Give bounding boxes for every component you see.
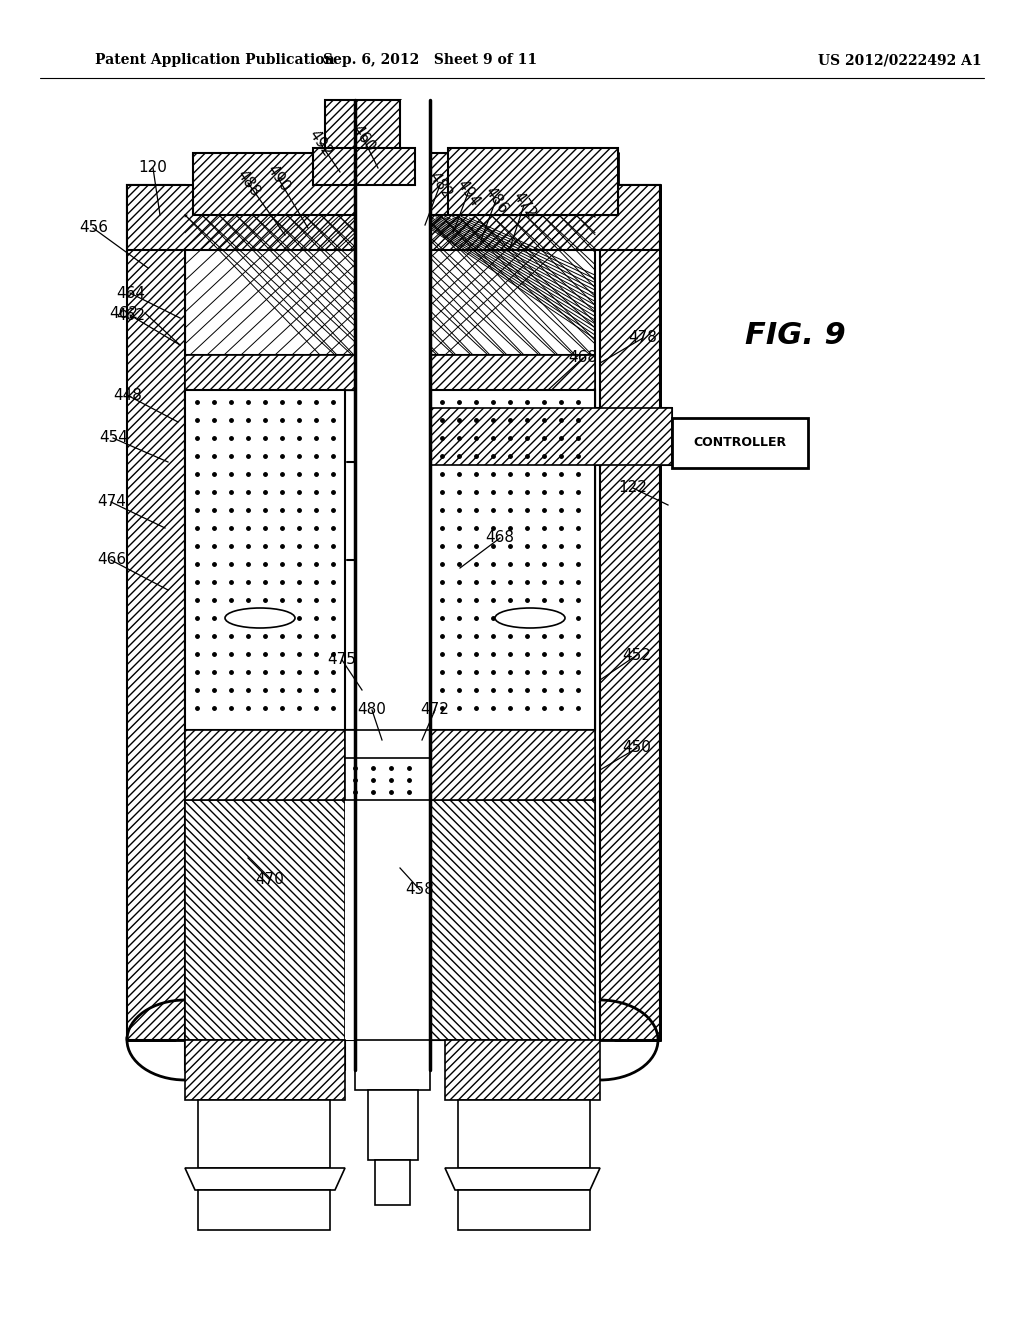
Text: 472: 472 bbox=[510, 189, 539, 222]
Text: 474: 474 bbox=[97, 495, 126, 510]
Bar bbox=[458, 1191, 590, 1230]
Text: 466: 466 bbox=[97, 553, 126, 568]
Bar bbox=[368, 1090, 418, 1160]
Bar bbox=[355, 100, 430, 1071]
Polygon shape bbox=[445, 1168, 600, 1191]
Bar bbox=[185, 355, 595, 389]
Polygon shape bbox=[185, 1168, 345, 1191]
Text: 492: 492 bbox=[305, 127, 335, 160]
Bar bbox=[325, 100, 400, 153]
Bar bbox=[193, 153, 618, 215]
Bar bbox=[449, 148, 618, 215]
Text: 494: 494 bbox=[454, 177, 482, 209]
Bar bbox=[127, 185, 660, 249]
Ellipse shape bbox=[225, 609, 295, 628]
Bar bbox=[185, 215, 595, 355]
Bar bbox=[185, 389, 345, 730]
Bar bbox=[600, 185, 660, 1040]
Text: US 2012/0222492 A1: US 2012/0222492 A1 bbox=[818, 53, 982, 67]
Text: 462: 462 bbox=[116, 308, 145, 322]
Text: 462: 462 bbox=[109, 305, 138, 321]
Bar bbox=[198, 1191, 330, 1230]
Bar bbox=[430, 730, 595, 800]
Bar bbox=[127, 185, 185, 1040]
Bar bbox=[430, 800, 595, 1040]
Text: 468: 468 bbox=[485, 531, 514, 545]
Text: Patent Application Publication: Patent Application Publication bbox=[95, 53, 335, 67]
Bar bbox=[445, 1040, 600, 1100]
Text: 450: 450 bbox=[622, 741, 651, 755]
Text: 472: 472 bbox=[421, 702, 450, 718]
Bar bbox=[185, 730, 345, 800]
Bar bbox=[458, 1100, 590, 1168]
Text: 464: 464 bbox=[116, 285, 145, 301]
Text: 482: 482 bbox=[426, 169, 455, 201]
Text: 452: 452 bbox=[622, 648, 651, 663]
Text: 468: 468 bbox=[568, 351, 597, 366]
Text: 478: 478 bbox=[628, 330, 656, 346]
Text: 120: 120 bbox=[138, 161, 167, 176]
Text: 490: 490 bbox=[263, 162, 293, 194]
Bar bbox=[185, 1040, 345, 1100]
Text: CONTROLLER: CONTROLLER bbox=[693, 437, 786, 450]
Bar bbox=[430, 389, 595, 730]
Bar bbox=[375, 1160, 410, 1205]
Text: 488: 488 bbox=[233, 166, 262, 199]
Bar bbox=[345, 800, 430, 1040]
Text: 475: 475 bbox=[328, 652, 356, 668]
Ellipse shape bbox=[495, 609, 565, 628]
Text: 470: 470 bbox=[256, 873, 285, 887]
Text: 122: 122 bbox=[618, 480, 647, 495]
Text: 480: 480 bbox=[357, 702, 386, 718]
Text: 448: 448 bbox=[113, 388, 142, 403]
Bar bbox=[185, 800, 345, 1040]
Bar bbox=[430, 408, 672, 465]
Text: 460: 460 bbox=[348, 121, 378, 154]
Text: 486: 486 bbox=[481, 183, 510, 216]
Text: 456: 456 bbox=[79, 220, 108, 235]
Text: Sep. 6, 2012   Sheet 9 of 11: Sep. 6, 2012 Sheet 9 of 11 bbox=[323, 53, 537, 67]
Text: 458: 458 bbox=[406, 883, 434, 898]
Bar bbox=[672, 418, 808, 469]
Bar bbox=[313, 148, 415, 185]
Bar bbox=[345, 730, 430, 760]
Bar bbox=[345, 758, 430, 800]
Text: FIG. 9: FIG. 9 bbox=[744, 321, 846, 350]
Bar bbox=[355, 1040, 430, 1090]
Bar bbox=[198, 1100, 330, 1168]
Text: 454: 454 bbox=[99, 430, 128, 446]
